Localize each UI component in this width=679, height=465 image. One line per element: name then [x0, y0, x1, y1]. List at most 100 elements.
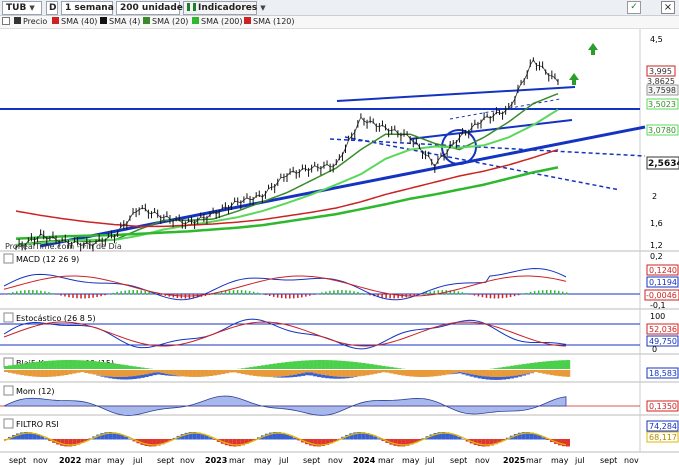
checkbox-icon[interactable]	[3, 385, 14, 396]
filtro-bar	[405, 439, 410, 446]
koncorde-green	[80, 360, 85, 369]
koncorde-orange	[465, 370, 470, 374]
macd-bar	[72, 294, 74, 298]
filtro-bar	[248, 439, 253, 442]
koncorde-blue	[517, 375, 523, 377]
koncorde-green	[321, 360, 326, 369]
legend-item-precio[interactable]: Precio	[14, 17, 47, 28]
filtro-bar	[124, 436, 129, 440]
x-tick-14: 2024	[353, 456, 376, 465]
koncorde-green	[96, 361, 101, 369]
koncorde-orange	[232, 370, 238, 373]
koncorde-orange	[148, 370, 153, 374]
macd-bar	[353, 291, 355, 295]
koncorde-blue	[325, 375, 330, 379]
koncorde-green	[513, 365, 519, 369]
macd-bar	[56, 294, 58, 295]
koncorde-blue	[309, 372, 314, 376]
x-tick-6: sept	[157, 456, 174, 465]
koncorde-blue	[289, 375, 294, 378]
stochastic-lines	[3, 318, 567, 350]
macd-bar	[160, 294, 163, 295]
koncorde-orange	[393, 370, 398, 375]
macd-bar	[525, 292, 528, 295]
koncorde-orange	[553, 370, 559, 376]
stoch-axis: 100 52,036 49,750 0	[646, 312, 679, 354]
koncorde-blue	[313, 373, 318, 377]
filtro-bar	[417, 439, 422, 441]
filtro-bar	[64, 439, 69, 447]
filtro-bar	[40, 436, 45, 440]
filtro-bar	[533, 433, 538, 440]
koncorde-green	[505, 366, 510, 369]
chart-logo-icon[interactable]: ✓	[627, 1, 641, 14]
koncorde-green	[389, 367, 394, 369]
filtro-bar	[276, 432, 281, 440]
checkbox-icon[interactable]	[3, 312, 14, 323]
dashed-trendline-3[interactable]	[449, 98, 561, 120]
macd-bar	[333, 290, 335, 295]
price-badge-35023: 3,5023	[646, 98, 679, 110]
koncorde-orange	[16, 370, 21, 375]
filtro-bar	[477, 439, 482, 447]
koncorde-blue	[321, 374, 326, 378]
macd-bar	[212, 293, 215, 295]
period-selector[interactable]: 1 semana▼	[61, 1, 122, 15]
koncorde-orange	[313, 370, 318, 374]
channel-top-line[interactable]	[336, 86, 576, 102]
filtro-bar	[449, 433, 454, 440]
legend-visibility-toggle[interactable]	[2, 17, 12, 28]
units-selector[interactable]: 200 unidades▼	[116, 1, 197, 15]
koncorde-green	[521, 364, 527, 369]
koncorde-orange	[44, 370, 49, 377]
close-icon[interactable]: ×	[661, 1, 675, 14]
channel-bottom-line[interactable]	[409, 119, 573, 140]
koncorde-orange	[92, 370, 97, 375]
koncorde-green	[509, 365, 514, 369]
legend-item-sma4[interactable]: SMA (4)	[100, 17, 140, 28]
koncorde-green	[36, 361, 41, 369]
dashed-trendline-2[interactable]	[344, 136, 621, 191]
koncorde-green	[525, 363, 531, 369]
koncorde-orange	[252, 370, 258, 376]
koncorde-orange	[216, 370, 221, 375]
filtro-bar	[84, 439, 89, 442]
legend-item-sma200[interactable]: SMA (200)	[192, 17, 243, 28]
koncorde-orange	[72, 370, 77, 374]
filtro-bar	[497, 439, 502, 443]
filtro-bar	[112, 432, 117, 440]
checkbox-icon[interactable]	[3, 418, 14, 429]
arrow-up-icon[interactable]	[569, 73, 579, 85]
koncorde-orange	[40, 370, 45, 377]
legend-item-sma120[interactable]: SMA (120)	[244, 17, 295, 28]
filtro-bar	[489, 439, 494, 446]
filtro-bar	[309, 439, 314, 446]
koncorde-green	[325, 360, 330, 369]
sma20-swatch-icon	[143, 17, 150, 24]
koncorde-orange	[473, 370, 478, 376]
koncorde-orange	[60, 370, 65, 376]
macd-bar	[566, 292, 568, 295]
koncorde-green	[381, 365, 386, 369]
chart-canvas[interactable]: ProRealTime.com - Fin de Día 4,5 2 1,6 1…	[0, 29, 679, 465]
macd-bar	[112, 292, 114, 295]
checkbox-icon[interactable]	[3, 253, 14, 264]
macd-bar	[437, 290, 440, 295]
koncorde-blue	[301, 373, 306, 376]
symbol-selector[interactable]: TUB ▼	[2, 1, 42, 15]
dashed-trendline-1[interactable]	[329, 138, 646, 157]
filtro-bar	[313, 439, 318, 447]
koncorde-blue	[501, 376, 506, 380]
filtro-bar	[401, 439, 406, 447]
filtro-bar	[196, 432, 201, 440]
legend-item-sma40[interactable]: SMA (40)	[52, 17, 97, 28]
filtro-bar	[252, 439, 257, 440]
legend-item-sma20[interactable]: SMA (20)	[143, 17, 188, 28]
macd-bar	[232, 290, 235, 295]
d-button[interactable]: D	[46, 1, 58, 15]
macd-bar	[20, 290, 22, 295]
svg-text:3,7598: 3,7598	[648, 86, 676, 95]
indicators-button[interactable]: Indicadores ▼	[183, 1, 266, 15]
arrow-up-icon[interactable]	[588, 43, 598, 55]
koncorde-orange	[236, 370, 242, 374]
